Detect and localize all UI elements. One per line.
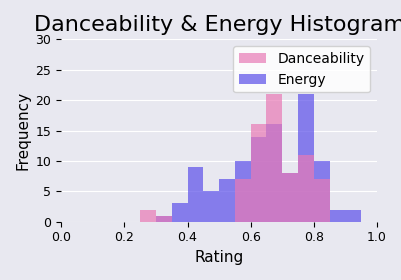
Bar (234, 179, 250, 222)
Bar (344, 209, 360, 222)
Bar (298, 155, 313, 222)
Bar (313, 179, 329, 222)
Legend: Danceability, Energy: Danceability, Energy (233, 46, 369, 92)
Bar (156, 216, 171, 222)
Bar (266, 94, 282, 222)
Bar (203, 191, 219, 222)
Bar (171, 204, 187, 222)
Y-axis label: Frequency: Frequency (15, 91, 30, 170)
Bar (282, 173, 298, 222)
Bar (298, 94, 313, 222)
Bar (266, 124, 282, 222)
X-axis label: Rating: Rating (194, 250, 243, 265)
Bar (282, 173, 298, 222)
Bar (250, 137, 266, 222)
Bar (219, 179, 234, 222)
Bar (250, 124, 266, 222)
Bar (156, 216, 171, 222)
Bar (140, 209, 156, 222)
Bar (329, 209, 344, 222)
Title: Danceability & Energy Histogram: Danceability & Energy Histogram (33, 15, 401, 35)
Bar (187, 167, 203, 222)
Bar (234, 161, 250, 222)
Bar (313, 161, 329, 222)
